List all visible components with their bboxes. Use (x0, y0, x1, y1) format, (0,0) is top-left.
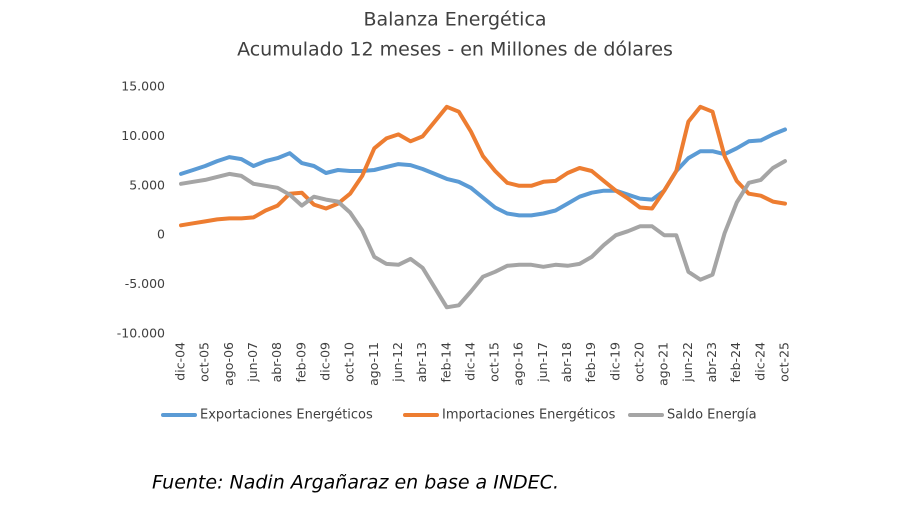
x-tick-label: abr-18 (559, 342, 574, 382)
x-tick-label: feb-24 (728, 342, 743, 382)
x-tick-label: abr-13 (414, 342, 429, 382)
x-tick-label: oct-15 (487, 342, 502, 382)
x-tick-label: ago-16 (511, 342, 526, 386)
chart-subtitle: Acumulado 12 meses - en Millones de dóla… (237, 39, 673, 61)
x-tick-label: dic-09 (317, 342, 332, 381)
x-tick-label: dic-04 (173, 342, 188, 381)
series-line (179, 104, 787, 228)
series-line (179, 127, 787, 218)
series-line (179, 159, 787, 310)
x-tick-label: oct-10 (342, 342, 357, 382)
x-tick-label: abr-08 (269, 342, 284, 382)
x-tick-label: oct-05 (197, 342, 212, 382)
y-tick-label: 15.000 (121, 79, 165, 94)
legend-label: Exportaciones Energéticos (200, 408, 373, 423)
y-tick-label: -5.000 (125, 276, 165, 291)
x-tick-label: feb-14 (438, 342, 453, 382)
x-tick-label: feb-19 (583, 342, 598, 382)
x-tick-label: jun-22 (680, 342, 695, 383)
x-tick-label: ago-11 (366, 342, 381, 386)
y-tick-label: 0 (157, 227, 165, 242)
x-tick-label: dic-24 (752, 342, 767, 381)
x-tick-label: jun-12 (390, 342, 405, 383)
chart-title: Balanza Energética (363, 9, 546, 31)
x-tick-label: oct-25 (777, 342, 792, 382)
y-tick-label: 10.000 (121, 128, 165, 143)
x-tick-label: oct-20 (632, 342, 647, 382)
x-tick-label: jun-17 (535, 342, 550, 383)
x-tick-label: ago-21 (656, 342, 671, 386)
x-tick-label: jun-07 (245, 342, 260, 383)
x-tick-label: abr-23 (704, 342, 719, 382)
legend-label: Saldo Energía (667, 408, 757, 423)
x-tick-label: ago-06 (221, 342, 236, 386)
x-tick-label: feb-09 (293, 342, 308, 382)
legend-label: Importaciones Energéticos (442, 408, 616, 423)
x-tick-label: dic-19 (607, 342, 622, 381)
y-tick-label: -10.000 (117, 326, 165, 341)
source-note: Fuente: Nadin Argañaraz en base a INDEC. (152, 472, 559, 494)
y-tick-label: 5.000 (129, 177, 165, 192)
x-tick-label: dic-14 (462, 342, 477, 381)
